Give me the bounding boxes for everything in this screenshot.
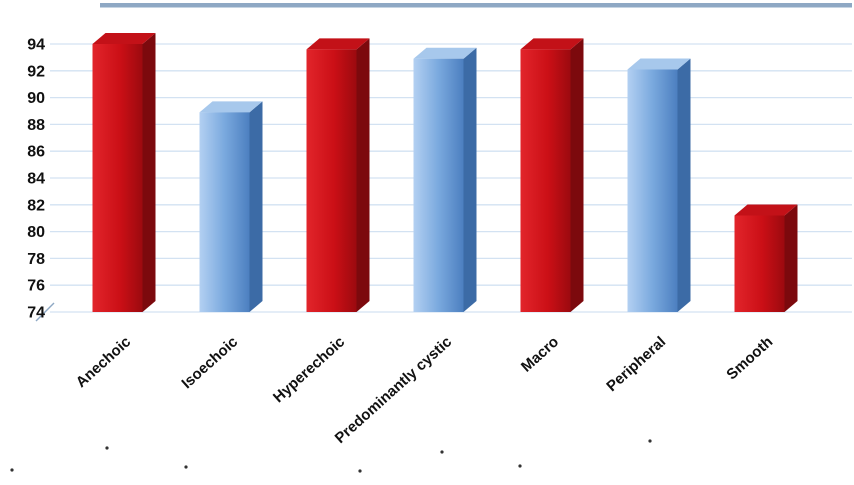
- category-label: Anechoic: [73, 333, 135, 391]
- bar-side-face: [356, 38, 370, 313]
- bar-side-face: [677, 58, 691, 313]
- bar-top-face: [199, 101, 263, 113]
- y-tick-label: 94: [27, 37, 45, 54]
- bars: [92, 33, 798, 313]
- bar-front-face: [734, 215, 785, 312]
- bar-macro: [520, 38, 584, 313]
- bar-top-face: [413, 47, 477, 59]
- stray-dot: [648, 439, 652, 443]
- y-tick-label: 76: [27, 278, 45, 295]
- category-label: Isoechoic: [178, 333, 241, 392]
- bar-front-face: [306, 49, 357, 313]
- stray-dot: [184, 465, 188, 469]
- category-label: Peripheral: [603, 333, 669, 395]
- bar-top-face: [627, 58, 691, 70]
- bar-side-face: [784, 204, 798, 312]
- bar-side-face: [249, 101, 263, 312]
- bar-front-face: [627, 69, 678, 312]
- stray-dot: [105, 446, 109, 450]
- bar-top-face: [92, 33, 156, 44]
- y-tick-label: 88: [27, 117, 45, 134]
- x-axis-labels: Anechoic Isoechoic HyperechoicPredominantl…: [73, 333, 777, 447]
- y-tick-label: 78: [27, 251, 45, 268]
- y-tick-label: 86: [27, 144, 45, 161]
- y-tick-label: 82: [27, 197, 45, 214]
- stray-dot: [518, 464, 522, 468]
- bar-predominantly-cystic: [413, 47, 477, 313]
- stray-marks: [10, 439, 652, 473]
- bar-side-face: [142, 33, 156, 312]
- stray-dot: [440, 450, 444, 454]
- bar-hyperechoic: [306, 38, 370, 313]
- y-tick-label: 92: [27, 63, 45, 80]
- bar-front-face: [413, 58, 464, 313]
- axis-corner-mark: [35, 302, 55, 322]
- category-label: Smooth: [723, 333, 776, 383]
- plot-top-border: [100, 3, 852, 8]
- y-tick-label: 84: [27, 171, 45, 188]
- bar-smooth: [734, 204, 798, 312]
- bar-front-face: [199, 112, 250, 312]
- bar-top-face: [520, 38, 584, 50]
- bar-top-face: [306, 38, 370, 50]
- bar-top-face: [734, 204, 798, 216]
- bar-peripheral: [627, 58, 691, 313]
- category-label: Macro: [518, 333, 562, 375]
- y-axis-labels: 74 76 78 80 82 84 86 88 90 92 94: [27, 37, 45, 322]
- bar-side-face: [463, 47, 477, 313]
- stray-dot: [10, 468, 14, 472]
- category-label: Predominantly cystic: [332, 333, 456, 447]
- bar-front-face: [520, 49, 571, 313]
- bar-front-face: [92, 44, 143, 312]
- bar-anechoic: [92, 33, 156, 312]
- y-tick-label: 90: [27, 90, 45, 107]
- category-label: Hyperechoic: [270, 333, 348, 406]
- bar-side-face: [570, 38, 584, 313]
- y-tick-label: 74: [27, 305, 45, 322]
- y-tick-label: 80: [27, 224, 45, 241]
- stray-dot: [358, 469, 362, 473]
- bar-isoechoic: [199, 101, 263, 312]
